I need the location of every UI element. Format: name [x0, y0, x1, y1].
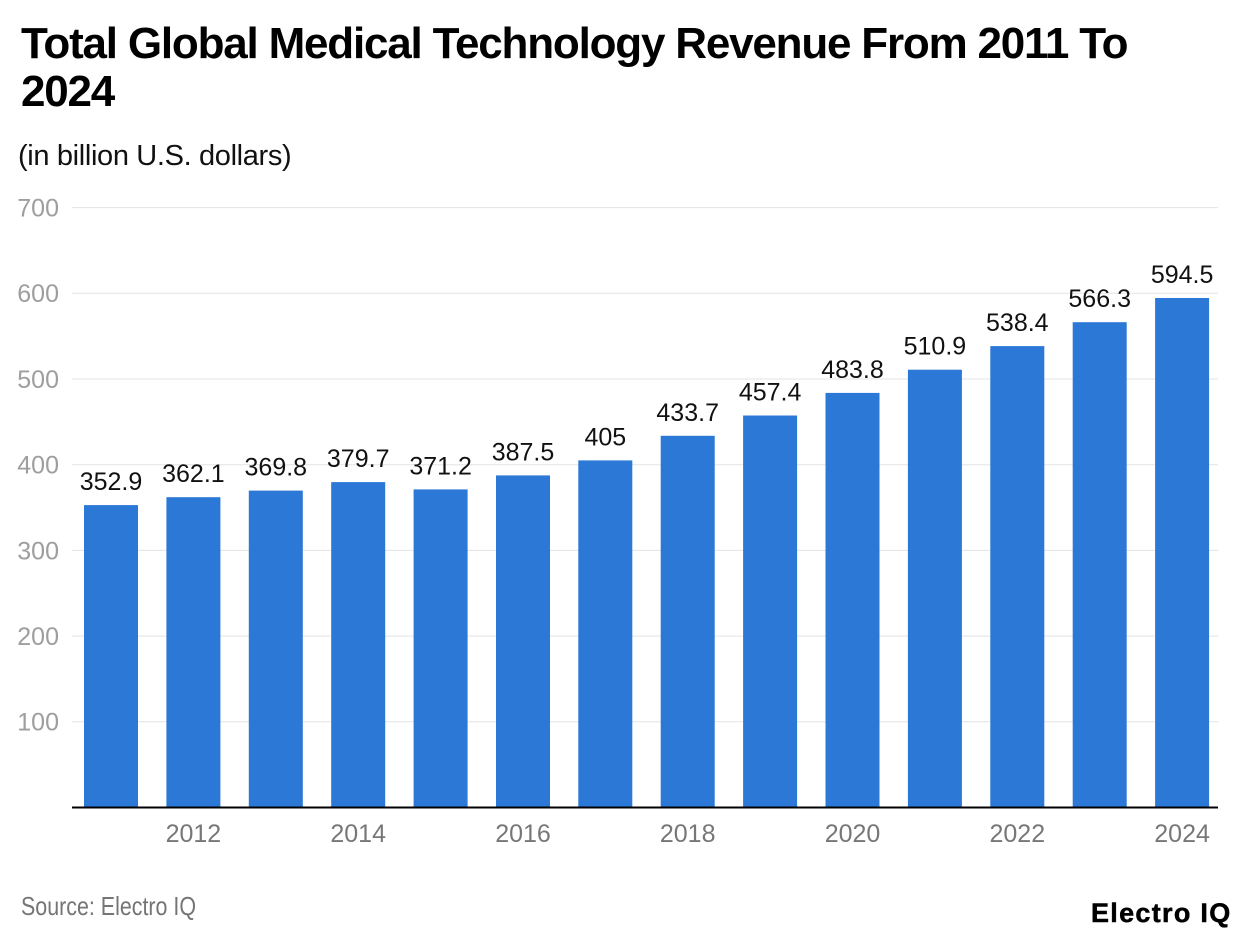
- svg-text:400: 400: [17, 452, 59, 480]
- svg-text:500: 500: [17, 366, 59, 394]
- svg-text:387.5: 387.5: [492, 438, 555, 466]
- svg-text:483.8: 483.8: [821, 356, 884, 384]
- svg-text:2018: 2018: [660, 820, 716, 848]
- svg-text:2016: 2016: [495, 820, 551, 848]
- svg-text:352.9: 352.9: [80, 468, 143, 496]
- svg-text:369.8: 369.8: [245, 454, 308, 482]
- svg-text:2024: 2024: [1154, 820, 1210, 848]
- svg-text:2014: 2014: [330, 820, 386, 848]
- svg-text:538.4: 538.4: [986, 309, 1049, 337]
- svg-text:457.4: 457.4: [739, 379, 802, 407]
- svg-text:100: 100: [17, 709, 59, 737]
- svg-text:700: 700: [17, 195, 59, 223]
- svg-text:200: 200: [17, 623, 59, 651]
- svg-text:433.7: 433.7: [656, 399, 719, 427]
- svg-text:566.3: 566.3: [1068, 285, 1131, 313]
- svg-text:600: 600: [17, 280, 59, 308]
- svg-text:2020: 2020: [825, 820, 881, 848]
- svg-text:2012: 2012: [166, 820, 222, 848]
- svg-text:594.5: 594.5: [1151, 261, 1214, 289]
- svg-text:362.1: 362.1: [162, 460, 225, 488]
- svg-text:371.2: 371.2: [409, 452, 472, 480]
- svg-text:2022: 2022: [989, 820, 1045, 848]
- svg-text:510.9: 510.9: [904, 333, 967, 361]
- svg-text:379.7: 379.7: [327, 445, 390, 473]
- svg-text:405: 405: [584, 423, 626, 451]
- svg-text:300: 300: [17, 537, 59, 565]
